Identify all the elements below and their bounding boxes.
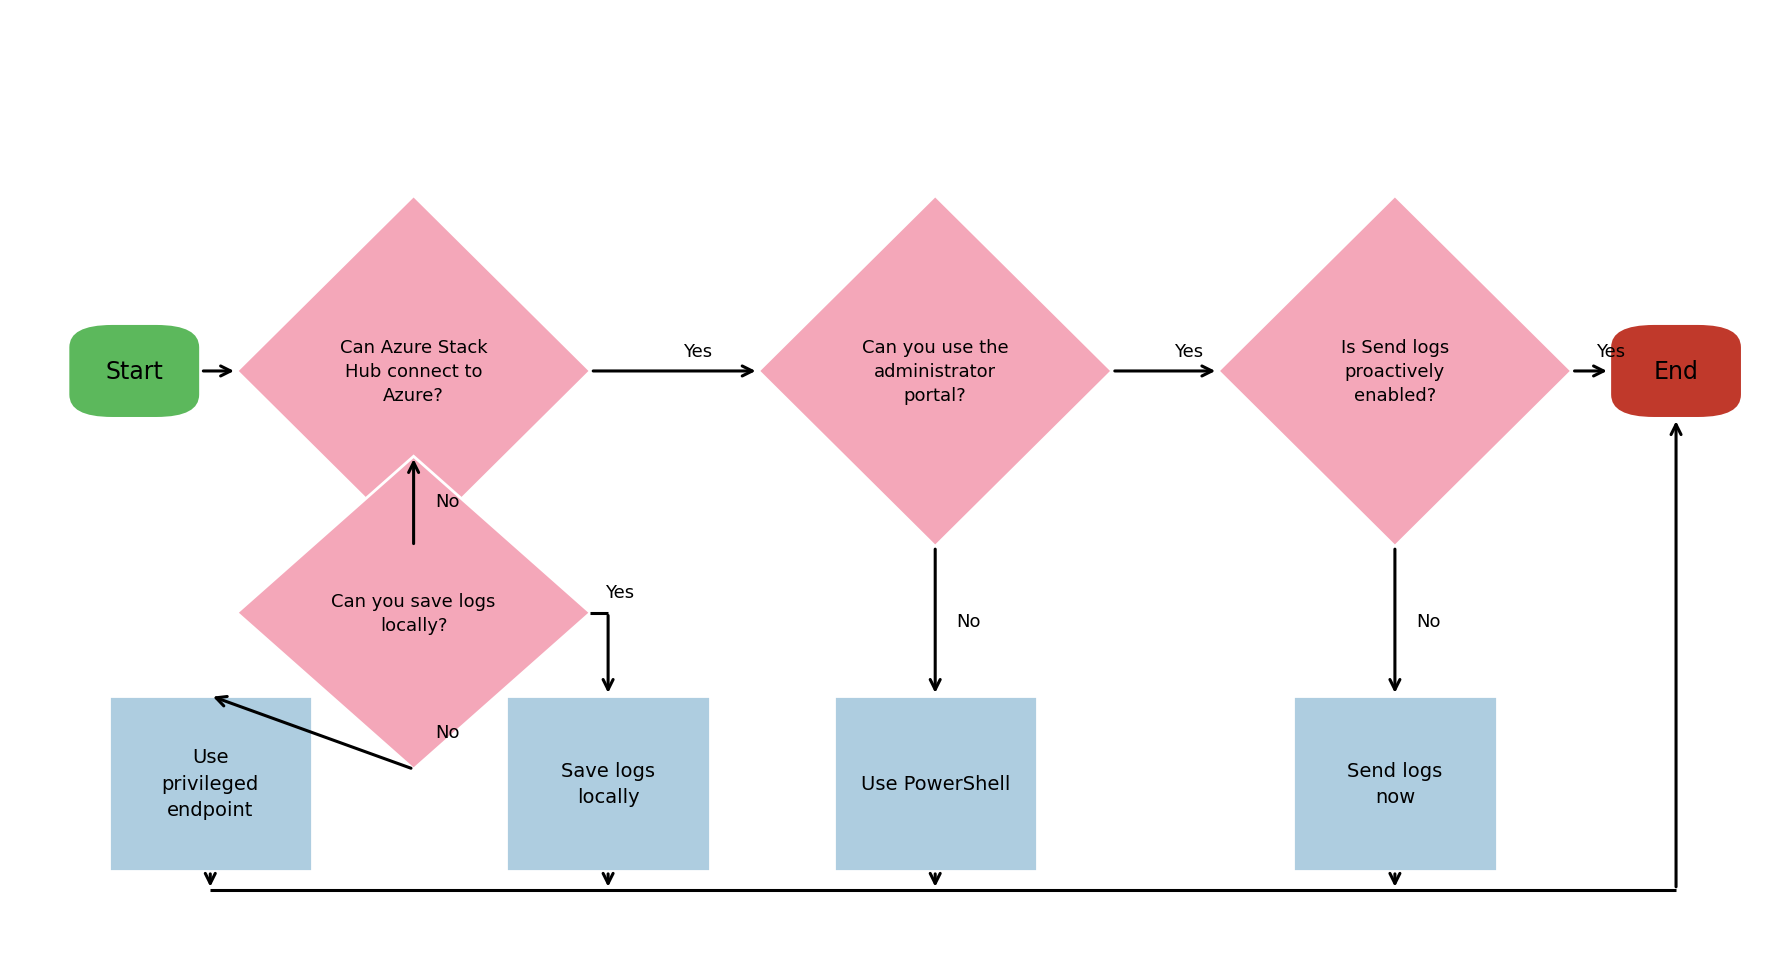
Text: Start: Start bbox=[105, 359, 164, 383]
Text: No: No bbox=[435, 493, 460, 511]
Text: Use PowerShell: Use PowerShell bbox=[861, 775, 1010, 793]
Text: Is Send logs
proactively
enabled?: Is Send logs proactively enabled? bbox=[1340, 339, 1449, 405]
Polygon shape bbox=[759, 196, 1112, 547]
FancyBboxPatch shape bbox=[68, 324, 201, 419]
Polygon shape bbox=[237, 456, 590, 770]
FancyBboxPatch shape bbox=[1609, 324, 1743, 419]
Text: Save logs
locally: Save logs locally bbox=[561, 761, 656, 806]
Text: No: No bbox=[1417, 612, 1440, 630]
FancyBboxPatch shape bbox=[109, 696, 312, 872]
Text: End: End bbox=[1654, 359, 1698, 383]
FancyBboxPatch shape bbox=[506, 696, 709, 872]
Polygon shape bbox=[237, 196, 590, 547]
Polygon shape bbox=[1219, 196, 1572, 547]
FancyBboxPatch shape bbox=[1294, 696, 1497, 872]
Text: No: No bbox=[957, 612, 980, 630]
Text: Yes: Yes bbox=[1174, 342, 1203, 360]
Text: No: No bbox=[435, 724, 460, 742]
Text: Yes: Yes bbox=[683, 342, 713, 360]
Text: Yes: Yes bbox=[1597, 342, 1625, 360]
Text: Use
privileged
endpoint: Use privileged endpoint bbox=[162, 748, 258, 820]
FancyBboxPatch shape bbox=[834, 696, 1037, 872]
Text: Can you use the
administrator
portal?: Can you use the administrator portal? bbox=[862, 339, 1009, 405]
Text: Can Azure Stack
Hub connect to
Azure?: Can Azure Stack Hub connect to Azure? bbox=[340, 339, 488, 405]
Text: Send logs
now: Send logs now bbox=[1347, 761, 1443, 806]
Text: Can you save logs
locally?: Can you save logs locally? bbox=[331, 592, 495, 634]
Text: Yes: Yes bbox=[604, 583, 634, 602]
